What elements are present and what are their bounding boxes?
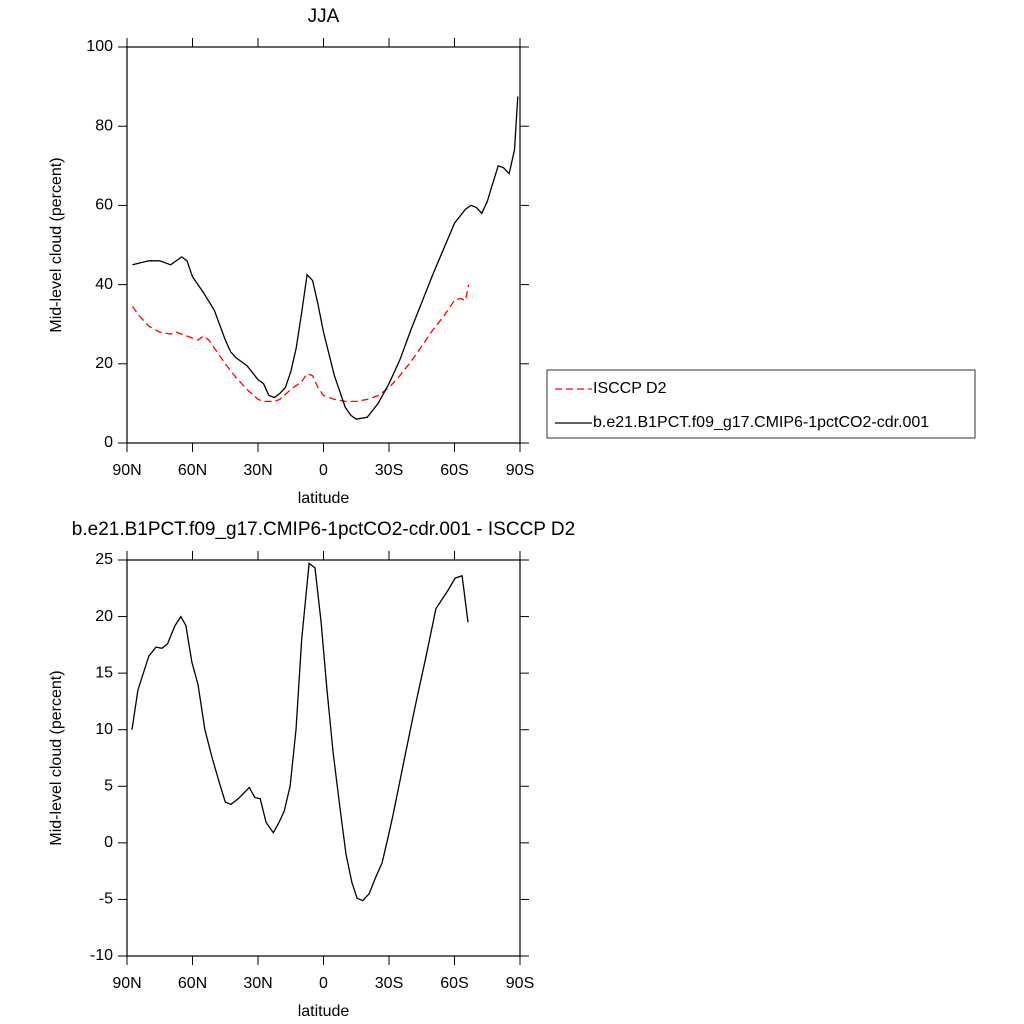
data-line <box>132 96 519 420</box>
x-tick-label: 90S <box>506 975 534 992</box>
x-tick-label: 60N <box>178 462 207 479</box>
plot-frame <box>126 46 521 444</box>
y-tick-label: 25 <box>95 551 113 568</box>
x-axis-label: latitude <box>298 1003 350 1020</box>
legend-label: ISCCP D2 <box>593 380 667 397</box>
data-line <box>131 562 469 902</box>
y-tick-label: 80 <box>95 117 113 134</box>
x-tick-label: 0 <box>319 975 328 992</box>
y-tick-label: 20 <box>95 608 113 625</box>
x-tick-label: 60S <box>440 462 468 479</box>
y-tick-label: 60 <box>95 197 113 214</box>
plot-frame <box>126 559 521 957</box>
x-tick-label: 90N <box>112 975 141 992</box>
x-tick-label: 30N <box>243 462 272 479</box>
y-tick-label: -10 <box>90 947 113 964</box>
y-axis-label: Mid-level cloud (percent) <box>48 157 65 332</box>
y-tick-label: 20 <box>95 355 113 372</box>
x-tick-label: 60N <box>178 975 207 992</box>
y-tick-label: -5 <box>99 891 113 908</box>
y-tick-label: 5 <box>104 778 113 795</box>
chart-title: JJA <box>308 6 340 27</box>
y-axis-label: Mid-level cloud (percent) <box>48 670 65 845</box>
y-tick-label: 40 <box>95 276 113 293</box>
chart-title: b.e21.B1PCT.f09_g17.CMIP6-1pctCO2-cdr.00… <box>72 519 575 540</box>
y-tick-label: 10 <box>95 721 113 738</box>
y-tick-label: 100 <box>86 38 113 55</box>
x-tick-label: 30N <box>243 975 272 992</box>
y-tick-label: 0 <box>104 434 113 451</box>
x-axis-label: latitude <box>298 490 350 507</box>
y-tick-label: 0 <box>104 834 113 851</box>
x-tick-label: 60S <box>440 975 468 992</box>
y-tick-label: 15 <box>95 664 113 681</box>
x-tick-label: 90S <box>506 462 534 479</box>
x-tick-label: 30S <box>375 462 403 479</box>
x-tick-label: 90N <box>112 462 141 479</box>
x-tick-label: 0 <box>319 462 328 479</box>
legend-label: b.e21.B1PCT.f09_g17.CMIP6-1pctCO2-cdr.00… <box>593 414 929 431</box>
legend-box <box>546 369 976 439</box>
data-line <box>131 284 470 403</box>
x-tick-label: 30S <box>375 975 403 992</box>
